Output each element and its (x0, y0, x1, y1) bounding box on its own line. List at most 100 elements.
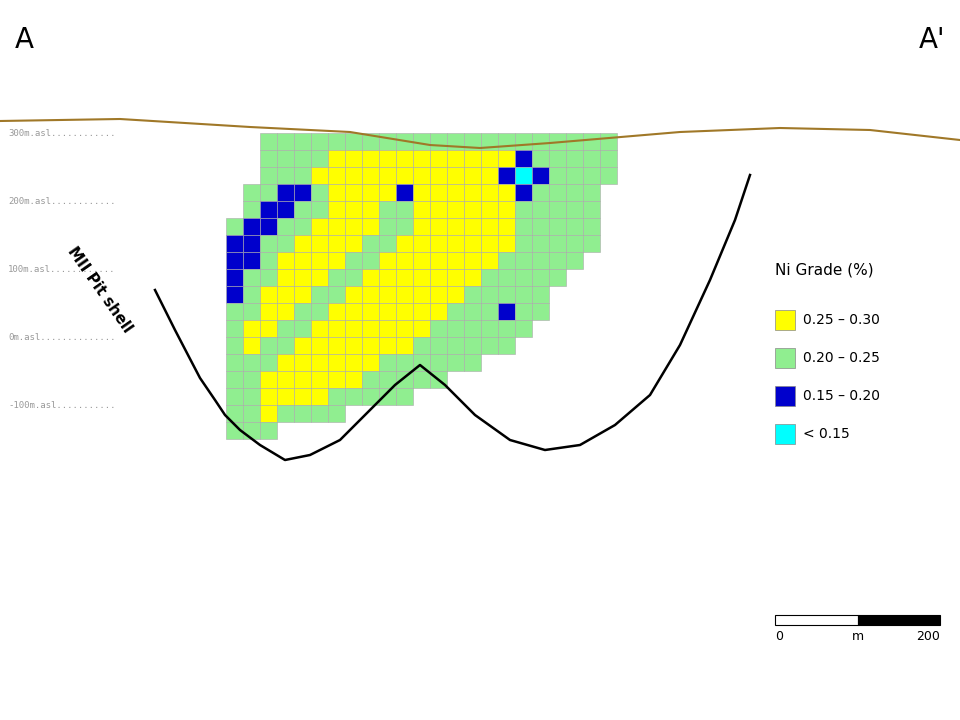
Bar (362, 150, 379, 167)
Bar (243, 337, 260, 354)
Bar (260, 235, 277, 252)
Bar (379, 150, 396, 167)
Bar (226, 218, 243, 235)
Bar (430, 201, 447, 218)
Bar (396, 150, 413, 167)
Bar (396, 167, 413, 184)
Bar (226, 388, 243, 405)
Bar (260, 320, 277, 337)
Bar (515, 252, 532, 269)
Bar (328, 150, 345, 167)
Bar (464, 303, 481, 320)
Bar (277, 286, 294, 303)
Text: 0.15 – 0.20: 0.15 – 0.20 (803, 389, 880, 403)
Bar (413, 354, 430, 371)
Bar (447, 337, 464, 354)
Bar (498, 150, 515, 167)
Bar (430, 320, 447, 337)
Bar (345, 371, 362, 388)
Bar (583, 167, 600, 184)
Bar (260, 286, 277, 303)
Bar (362, 235, 379, 252)
Bar (345, 252, 362, 269)
Bar (430, 303, 447, 320)
Text: 0: 0 (775, 629, 783, 642)
Bar (362, 133, 379, 150)
Bar (549, 133, 566, 150)
Bar (226, 303, 243, 320)
Bar (413, 252, 430, 269)
Bar (260, 354, 277, 371)
Bar (583, 235, 600, 252)
Bar (243, 269, 260, 286)
Bar (549, 184, 566, 201)
Text: 200: 200 (916, 629, 940, 642)
Bar (481, 184, 498, 201)
Bar (532, 303, 549, 320)
Text: 0m.asl..............: 0m.asl.............. (8, 333, 115, 341)
Bar (447, 133, 464, 150)
Bar (243, 405, 260, 422)
Text: A: A (15, 26, 34, 54)
Bar (396, 354, 413, 371)
Bar (413, 184, 430, 201)
Bar (481, 201, 498, 218)
Bar (498, 269, 515, 286)
Bar (464, 150, 481, 167)
Bar (294, 354, 311, 371)
Bar (396, 286, 413, 303)
Bar (430, 371, 447, 388)
Bar (413, 337, 430, 354)
Bar (413, 269, 430, 286)
Bar (311, 150, 328, 167)
Bar (260, 269, 277, 286)
Bar (243, 422, 260, 439)
Bar (260, 218, 277, 235)
Bar (311, 405, 328, 422)
Bar (362, 184, 379, 201)
Bar (294, 218, 311, 235)
Bar (226, 422, 243, 439)
Bar (362, 303, 379, 320)
Bar (532, 167, 549, 184)
Bar (345, 167, 362, 184)
Bar (294, 252, 311, 269)
Bar (498, 167, 515, 184)
Bar (328, 201, 345, 218)
Bar (294, 269, 311, 286)
Bar (566, 184, 583, 201)
Bar (328, 388, 345, 405)
Bar (413, 150, 430, 167)
Bar (328, 405, 345, 422)
Bar (515, 133, 532, 150)
Bar (260, 150, 277, 167)
Text: Ni Grade (%): Ni Grade (%) (775, 263, 874, 277)
Bar (775, 348, 795, 368)
Bar (345, 303, 362, 320)
Bar (328, 235, 345, 252)
Bar (447, 235, 464, 252)
Bar (430, 354, 447, 371)
Bar (515, 167, 532, 184)
Bar (447, 354, 464, 371)
Bar (379, 235, 396, 252)
Bar (277, 167, 294, 184)
Bar (464, 252, 481, 269)
Text: m: m (852, 629, 864, 642)
Text: -100m.asl...........: -100m.asl........... (8, 400, 115, 410)
Bar (345, 388, 362, 405)
Bar (396, 269, 413, 286)
Bar (532, 201, 549, 218)
Bar (498, 218, 515, 235)
Bar (277, 150, 294, 167)
Bar (583, 133, 600, 150)
Bar (379, 269, 396, 286)
Bar (226, 286, 243, 303)
Bar (379, 167, 396, 184)
Bar (311, 337, 328, 354)
Text: 300m.asl............: 300m.asl............ (8, 128, 115, 138)
Bar (277, 405, 294, 422)
Bar (277, 133, 294, 150)
Bar (294, 235, 311, 252)
Bar (481, 320, 498, 337)
